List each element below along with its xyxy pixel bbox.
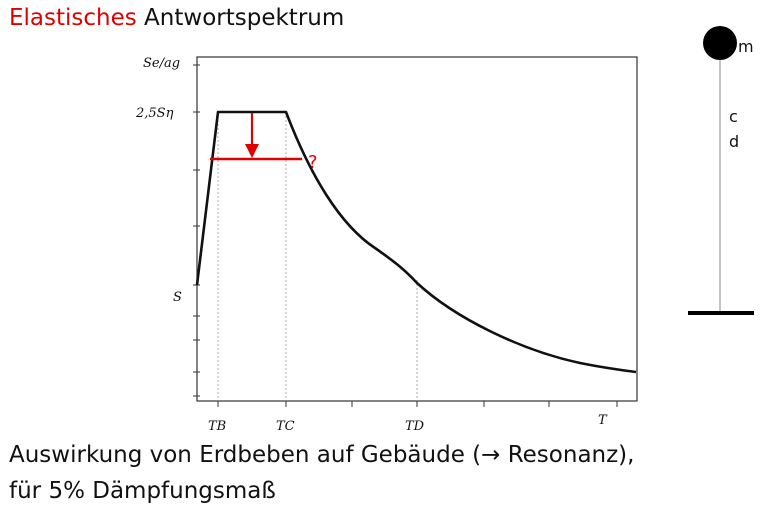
reduction-annotation	[210, 113, 302, 161]
y-axis-ticks	[193, 64, 200, 397]
oscillator-model: m c d	[688, 26, 754, 315]
y-tick-peak: 2,5Sη	[135, 106, 174, 121]
reduction-arrow-head	[245, 144, 259, 158]
damping-label: d	[729, 132, 739, 151]
y-tick-base: S	[173, 290, 182, 305]
title-black-part: Antwortspektrum	[136, 5, 345, 31]
mass-ball	[703, 26, 737, 60]
slide-caption: Auswirkung von Erdbeben auf Gebäude (→ R…	[9, 437, 634, 509]
title-red-part: Elastisches	[9, 5, 137, 31]
x-tick-tc: TC	[276, 419, 295, 434]
x-tick-td: TD	[405, 419, 425, 434]
x-axis-ticks	[217, 401, 618, 407]
stiffness-label: c	[729, 107, 738, 126]
slide-title: Elastisches Antwortspektrum	[9, 3, 344, 33]
question-mark: ?	[308, 152, 318, 173]
y-axis-label: Se/ag	[143, 56, 180, 71]
spectrum-curve	[195, 110, 637, 374]
x-tick-t: T	[598, 413, 608, 428]
x-tick-tb: TB	[208, 419, 226, 434]
mass-label: m	[738, 37, 754, 56]
caption-line-1: Auswirkung von Erdbeben auf Gebäude (→ R…	[9, 442, 635, 468]
caption-line-2: für 5% Dämpfungsmaß	[9, 478, 276, 504]
